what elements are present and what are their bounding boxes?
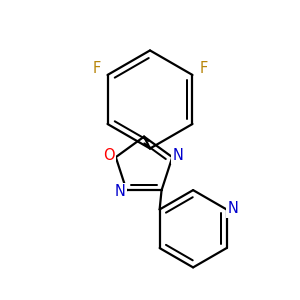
Text: N: N [172, 148, 183, 163]
Text: O: O [103, 148, 115, 163]
Text: F: F [199, 61, 207, 76]
Text: N: N [228, 201, 238, 216]
Text: N: N [115, 184, 125, 200]
Text: F: F [93, 61, 101, 76]
